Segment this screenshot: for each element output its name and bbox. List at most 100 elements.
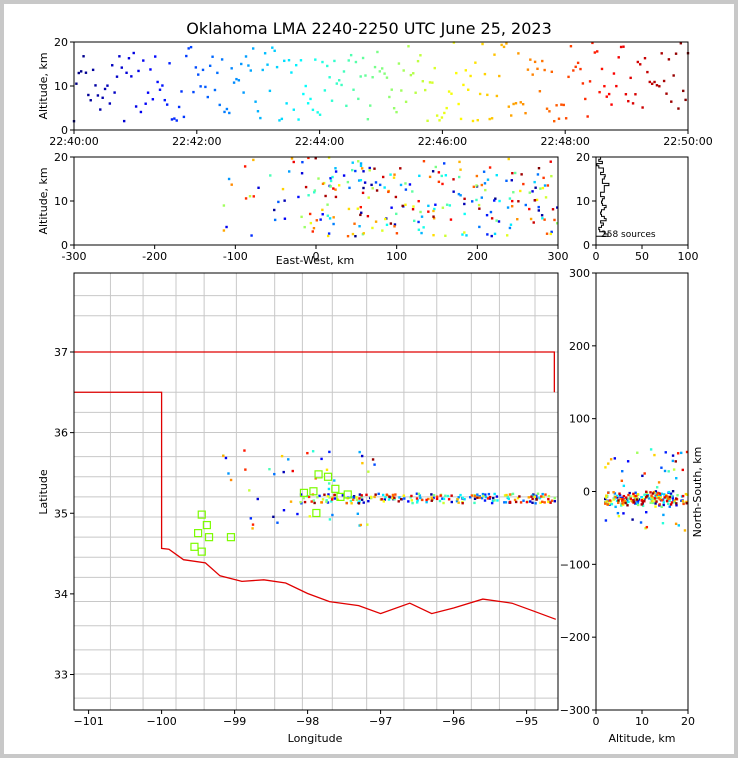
plan-view-point (374, 493, 377, 496)
time-height-point (677, 107, 680, 110)
plan-view-point (282, 470, 285, 474)
ew-height-point (463, 197, 466, 201)
time-height-point (108, 102, 112, 105)
ew-height-point (541, 217, 544, 220)
ew-height-point (536, 173, 540, 176)
time-height-point (392, 107, 396, 110)
ew-height-point (524, 203, 527, 207)
time-height-point (357, 97, 360, 101)
time-height-point (641, 106, 644, 109)
time-height-point (639, 63, 642, 66)
plan-view-point (289, 500, 293, 503)
ns-height-point (612, 498, 616, 501)
ew-height-point (362, 170, 365, 173)
time-height-point (302, 92, 305, 96)
plan-view-point (456, 498, 459, 501)
time-height-point (132, 51, 135, 55)
ns-height-point (643, 493, 646, 497)
plan-view-point (444, 494, 447, 497)
time-height-point (316, 111, 319, 114)
ns-height-point (674, 522, 678, 526)
ns-height-point (629, 495, 632, 498)
ns-height-point (681, 499, 685, 503)
time-height-point (428, 81, 432, 84)
plan-view-point (349, 499, 353, 503)
histogram-source-count: 258 sources (601, 230, 656, 240)
ns-height-point (634, 491, 637, 494)
plan-view-point (481, 492, 485, 496)
ew-height-point (257, 186, 260, 189)
plan-view-point (469, 496, 472, 499)
plan-view-point (550, 499, 554, 502)
x-tick-label: 300 (548, 250, 569, 263)
plan-view-point (360, 494, 363, 497)
state-boundary (74, 351, 557, 620)
ew-height-point (353, 222, 356, 225)
ew-height-point (357, 160, 360, 163)
plan-view-point (430, 493, 433, 496)
plan-view-point (251, 527, 254, 530)
ew-height-point (445, 203, 449, 206)
y-tick-label: 0 (61, 239, 68, 252)
ns-height-point (672, 468, 676, 471)
plan-view-point (427, 497, 430, 501)
ew-height-point (393, 173, 396, 176)
ns-height-point (639, 521, 643, 524)
time-height-point (531, 73, 534, 76)
time-height-point (662, 79, 666, 83)
plan-view-point (425, 498, 428, 502)
plan-view-yticks: 33 34 35 36 37 (54, 346, 74, 682)
ew-height-point (417, 228, 421, 231)
ns-height-point (641, 504, 645, 508)
ew-height-point (427, 204, 430, 208)
ns-height-point (640, 499, 644, 502)
ew-height-point (520, 173, 523, 176)
ew-height-point (321, 208, 324, 212)
time-height-point (82, 55, 85, 58)
ew-height-point (545, 232, 549, 235)
time-height-point (488, 117, 491, 121)
lma-station-marker (314, 470, 323, 479)
ew-height-point (475, 184, 478, 187)
ew-height-point (356, 207, 359, 210)
plan-view-point (359, 523, 363, 527)
plan-view-point (450, 494, 453, 497)
ew-height-point (273, 208, 276, 212)
plan-view-point (366, 523, 369, 526)
ew-height-point (394, 195, 398, 199)
plan-view-point (488, 497, 491, 500)
ew-height-point (480, 196, 484, 199)
plan-view-point (327, 482, 331, 485)
time-height-point (321, 60, 324, 64)
time-height-point (555, 104, 558, 107)
plan-view-point (387, 498, 391, 501)
plan-view-point (455, 499, 459, 503)
plan-view-point (299, 500, 302, 504)
plan-view-point (377, 492, 380, 496)
ew-height-point (432, 233, 435, 237)
ew-height-point (301, 160, 304, 164)
ns-height-point (620, 479, 624, 483)
ew-height-xticks: -300 -200 -100 0 100 200 300 (62, 245, 569, 263)
plan-view-point (492, 496, 495, 500)
time-height-point (180, 90, 183, 93)
plan-view-point (457, 501, 460, 504)
time-height-point (285, 102, 288, 105)
time-height-point (414, 91, 417, 94)
plan-view-point (273, 472, 276, 476)
ns-height-point (615, 494, 619, 498)
ew-height-point (463, 212, 466, 216)
time-height-point (502, 45, 506, 49)
ew-height-point (334, 170, 338, 173)
ns-height-ylabel: North-South, km (691, 447, 704, 538)
time-height-point (684, 98, 687, 102)
ns-height-point (652, 497, 655, 500)
ns-height-point (681, 468, 684, 472)
plan-view-point (482, 494, 485, 498)
ns-height-point (652, 490, 656, 494)
x-tick-label: −98 (296, 715, 319, 728)
ew-height-point (437, 180, 441, 184)
plan-view-point (373, 495, 376, 499)
time-height-point (412, 72, 415, 75)
ew-height-point (495, 219, 498, 222)
